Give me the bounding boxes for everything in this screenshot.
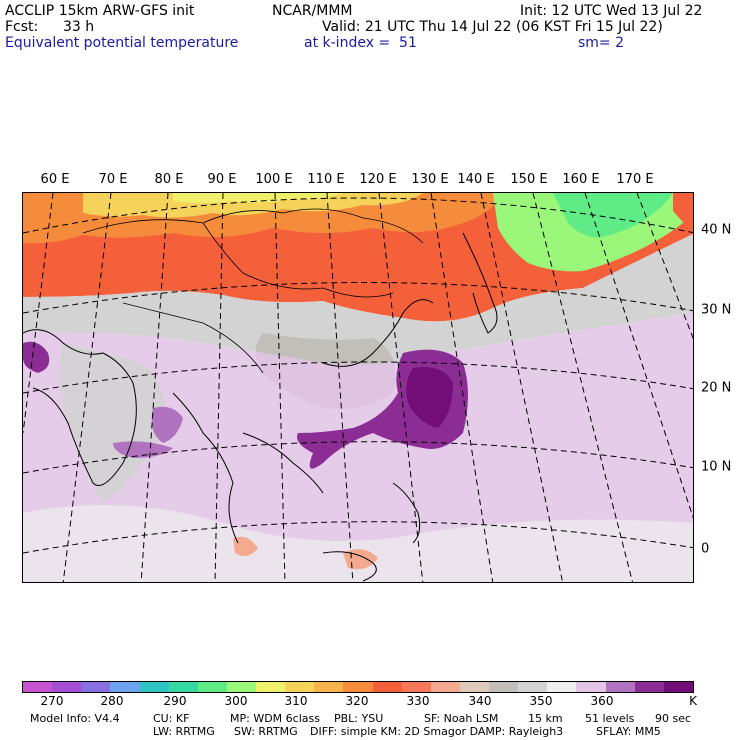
colorbar-tick: 330 xyxy=(406,694,430,708)
equatorial-grey xyxy=(23,505,693,582)
lat-label: 10 N xyxy=(701,459,732,475)
lon-label: 170 E xyxy=(616,172,654,187)
colorbar-tick: 300 xyxy=(224,694,248,708)
colorbar-swatch xyxy=(52,682,82,692)
colorbar-swatch xyxy=(634,682,664,692)
warm-band-lightyellow xyxy=(173,193,343,203)
model-title: ACCLIP 15km ARW-GFS init xyxy=(5,3,195,19)
coastlines xyxy=(23,232,498,582)
lat-label: 40 N xyxy=(701,222,732,238)
colorbar-tick: 280 xyxy=(100,694,124,708)
colorbar-swatch xyxy=(547,682,577,692)
arabian-purple xyxy=(23,341,50,373)
lw-scheme: LW: RRTMG xyxy=(153,725,215,738)
warm-corner xyxy=(673,193,693,232)
bay-purple-2 xyxy=(113,441,173,458)
political-borders xyxy=(82,208,424,374)
cu-scheme: CU: KF xyxy=(153,712,190,725)
colorbar-swatch xyxy=(110,682,140,692)
level-label: at k-index = 51 xyxy=(304,35,417,51)
colorbar-swatch xyxy=(576,682,606,692)
colorbar-swatch xyxy=(314,682,344,692)
lat-label: 20 N xyxy=(701,380,732,396)
colorbar-tick: 360 xyxy=(590,694,614,708)
cool-patch-inner xyxy=(553,193,673,238)
colorbar-swatch xyxy=(430,682,460,692)
colorbar-tick: 350 xyxy=(529,694,553,708)
lon-label: 160 E xyxy=(562,172,600,187)
colorbar-tick: 290 xyxy=(163,694,187,708)
colorbar-swatch xyxy=(226,682,256,692)
colorbar-swatch xyxy=(139,682,169,692)
colorbar-tick: 320 xyxy=(345,694,369,708)
resolution: 15 km xyxy=(528,712,563,725)
sflay-scheme: SFLAY: MM5 xyxy=(596,725,661,738)
lon-label: 70 E xyxy=(98,172,128,187)
colorbar-swatch xyxy=(81,682,111,692)
mp-scheme: MP: WDM 6class xyxy=(230,712,320,725)
model-info: Model Info: V4.4 xyxy=(30,712,120,725)
colorbar-swatch xyxy=(518,682,548,692)
graticule xyxy=(23,193,693,582)
colorbar-tick: 340 xyxy=(468,694,492,708)
colorbar-swatch xyxy=(168,682,198,692)
lon-label: 140 E xyxy=(457,172,495,187)
field-name: Equivalent potential temperature xyxy=(5,35,239,51)
lat-label: 0 xyxy=(701,541,710,557)
colorbar xyxy=(22,681,694,693)
pbl-scheme: PBL: YSU xyxy=(334,712,384,725)
lon-label: 110 E xyxy=(307,172,345,187)
colorbar-swatch xyxy=(605,682,635,692)
lon-label: 120 E xyxy=(359,172,397,187)
colorbar-tick: 310 xyxy=(284,694,308,708)
map-panel xyxy=(22,192,694,583)
colorbar-swatch xyxy=(343,682,373,692)
vertical-levels: 51 levels xyxy=(585,712,635,725)
colorbar-swatch xyxy=(372,682,402,692)
time-step: 90 sec xyxy=(655,712,692,725)
colorbar-swatch xyxy=(459,682,489,692)
colorbar-swatch xyxy=(23,682,53,692)
fcst-label: Fcst: xyxy=(5,19,39,35)
lon-label: 90 E xyxy=(207,172,237,187)
fcst-value: 33 h xyxy=(63,19,95,35)
colorbar-swatch xyxy=(663,682,693,692)
lon-label: 80 E xyxy=(154,172,184,187)
colorbar-swatch xyxy=(197,682,227,692)
colorbar-swatch xyxy=(489,682,519,692)
valid-time: Valid: 21 UTC Thu 14 Jul 22 (06 KST Fri … xyxy=(322,19,663,35)
lon-label: 100 E xyxy=(255,172,293,187)
colorbar-swatch xyxy=(256,682,286,692)
deep-purple-center xyxy=(406,367,453,428)
colorbar-unit: K xyxy=(689,694,697,708)
colorbar-tick: 270 xyxy=(40,694,64,708)
sf-scheme: SF: Noah LSM xyxy=(424,712,499,725)
org-label: NCAR/MMM xyxy=(272,3,353,19)
colorbar-swatch xyxy=(401,682,431,692)
theta-e-field xyxy=(23,193,693,582)
bay-purple xyxy=(151,406,183,443)
lon-label: 60 E xyxy=(40,172,70,187)
colorbar-swatch xyxy=(285,682,315,692)
lon-label: 130 E xyxy=(411,172,449,187)
diffusion-info: DIFF: simple KM: 2D Smagor DAMP: Rayleig… xyxy=(310,725,564,738)
lon-label: 150 E xyxy=(510,172,548,187)
warm-patch xyxy=(233,536,258,557)
lat-label: 30 N xyxy=(701,302,732,318)
warm-band-yellow xyxy=(83,193,423,218)
smoothing-label: sm= 2 xyxy=(578,35,625,51)
mid-lat-band xyxy=(23,233,693,365)
init-time: Init: 12 UTC Wed 13 Jul 22 xyxy=(520,3,703,19)
sw-scheme: SW: RRTMG xyxy=(234,725,298,738)
